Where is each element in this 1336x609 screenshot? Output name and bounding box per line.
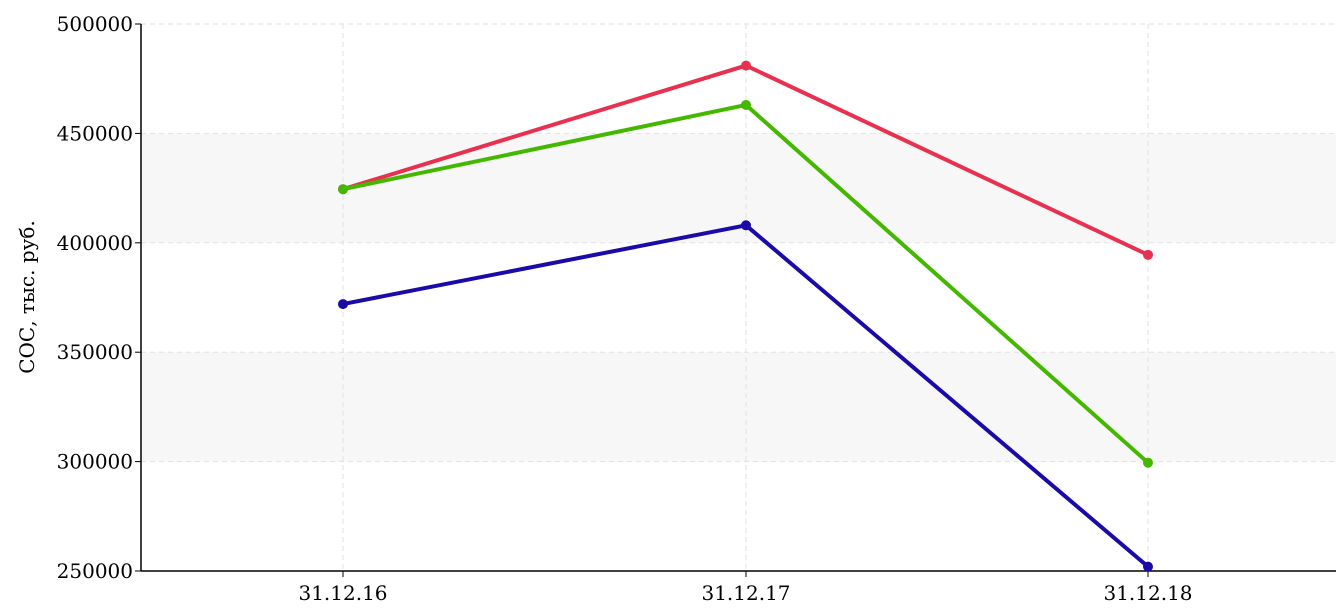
y-tick-label-0: 250000 [57, 559, 133, 583]
series-0-point-1 [741, 60, 751, 71]
series-1-point-1 [741, 99, 751, 110]
x-tick-label-0: 31.12.16 [298, 581, 387, 605]
series-1-point-0 [338, 184, 348, 195]
background-bands [141, 133, 1336, 462]
y-tick-label-1: 300000 [57, 450, 133, 474]
y-tick-label-5: 500000 [57, 12, 133, 36]
band-1 [141, 352, 1336, 462]
y-tick-labels: 250000 300000 350000 400000 450000 500000 [57, 12, 141, 583]
axes [140, 24, 1336, 572]
y-axis-title: СОС, тыс. руб. [15, 220, 39, 374]
y-tick-label-2: 350000 [57, 340, 133, 364]
x-tick-label-1: 31.12.17 [701, 581, 790, 605]
series-2-point-0 [338, 299, 348, 310]
series-2-point-1 [741, 220, 751, 231]
x-tick-labels: 31.12.16 31.12.17 31.12.18 [298, 571, 1193, 605]
y-tick-label-3: 400000 [57, 231, 133, 255]
y-tick-label-4: 450000 [57, 121, 133, 145]
series-lines [338, 60, 1153, 572]
series-0-point-2 [1143, 249, 1153, 260]
x-tick-label-2: 31.12.18 [1103, 581, 1192, 605]
series-1-point-2 [1143, 457, 1153, 468]
series-2-point-2 [1143, 561, 1153, 572]
